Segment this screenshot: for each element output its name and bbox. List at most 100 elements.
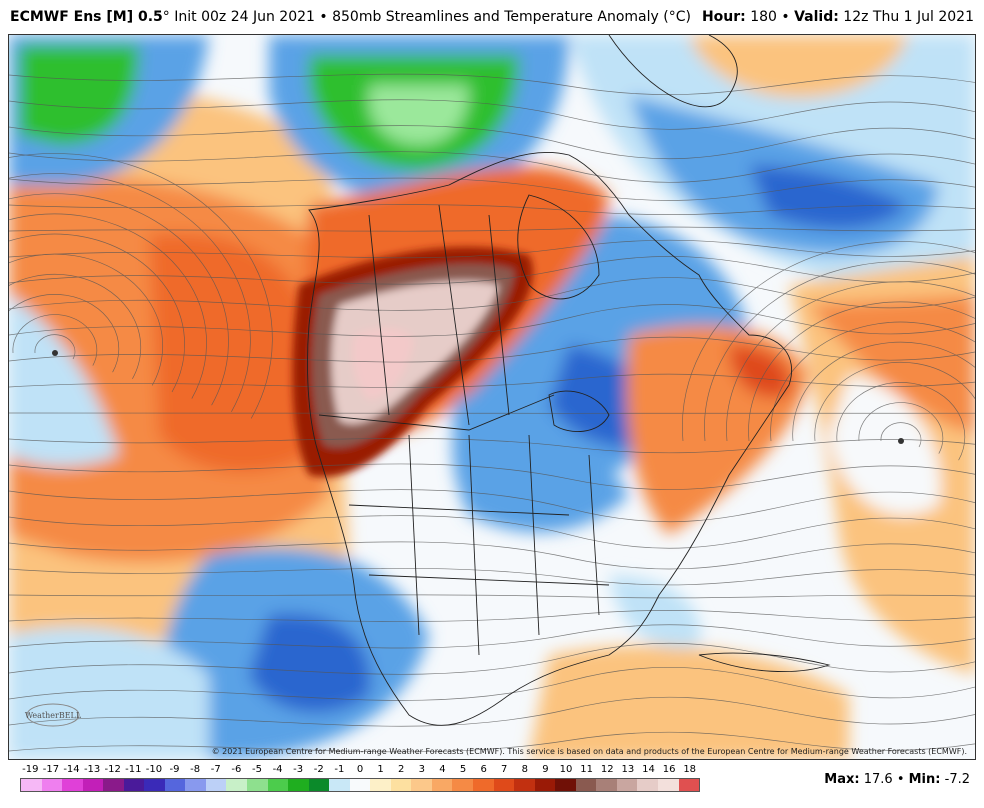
streamline (9, 256, 975, 285)
min-label: Min: (908, 772, 941, 787)
north-america-outline (307, 151, 793, 726)
legend-label: 1 (377, 764, 384, 775)
legend-label: 11 (580, 764, 594, 775)
bullet: • (319, 9, 328, 25)
streamline (792, 341, 975, 442)
streamline (9, 515, 975, 549)
streamline (9, 373, 975, 388)
legend-label: -19 (22, 764, 39, 775)
valid-label: Valid: (794, 9, 839, 25)
great-plains-cool (452, 395, 629, 533)
streamline (9, 336, 975, 363)
greenland-outline (608, 35, 738, 108)
valid-info: Hour: 180 • Valid: 12z Thu 1 Jul 2021 (702, 9, 974, 25)
us-state-line-5 (528, 434, 540, 636)
legend-swatch (226, 779, 248, 791)
streamline (9, 731, 975, 753)
streamline (9, 541, 975, 570)
legend-swatch (21, 779, 42, 791)
streamline (9, 226, 975, 232)
streamline (9, 642, 975, 675)
streamline (9, 463, 975, 490)
legend-swatch (616, 779, 638, 791)
streamline (9, 213, 207, 399)
legend-label: -5 (251, 764, 262, 775)
legend-swatch (452, 779, 474, 791)
legend-label: 10 (559, 764, 573, 775)
streamline (748, 301, 975, 442)
streamline (9, 489, 975, 523)
legend-label: 3 (418, 764, 425, 775)
legend-swatch (596, 779, 617, 791)
legend-label: -14 (63, 764, 80, 775)
legend-label: 5 (459, 764, 467, 775)
legend-label: 7 (501, 764, 508, 775)
color-legend: -19 -17 -14 -13 -12 -11 -10 -9 -8 -7 -6 -5 -4 -3 -2 -1 0… (20, 762, 704, 802)
streamline (9, 610, 975, 622)
legend-swatch (678, 779, 700, 791)
south-warm (529, 645, 849, 759)
streamline (836, 382, 966, 461)
temperature-anomaly-map (9, 35, 975, 759)
max-value: 17.6 (863, 772, 893, 787)
streamline (9, 294, 120, 373)
svg-text:WeatherBELL: WeatherBELL (25, 711, 82, 720)
legend-swatch (431, 779, 453, 791)
streamline (9, 99, 975, 130)
legend-label: 0 (356, 764, 364, 775)
legend-swatch (103, 779, 124, 791)
hour-value: 180 (750, 9, 777, 25)
legend-label: 2 (398, 764, 405, 775)
streamline (9, 177, 975, 201)
legend-swatch (82, 779, 104, 791)
legend-swatch (123, 779, 145, 791)
legend-label: -13 (83, 764, 101, 775)
streamline (9, 173, 251, 412)
streamline (9, 153, 273, 419)
streamline (12, 314, 98, 366)
us-state-line-1 (348, 504, 570, 516)
streamline-layer (9, 73, 975, 753)
legend-swatch (247, 779, 268, 791)
streamline (814, 361, 975, 442)
legend-label: -2 (313, 764, 324, 775)
valid-value: 12z Thu 1 Jul 2021 (843, 9, 974, 25)
streamline (9, 304, 975, 337)
legend-label: -7 (210, 764, 221, 775)
streamline (9, 253, 163, 386)
legend-label: 16 (662, 764, 676, 775)
us-state-line-3 (408, 434, 420, 636)
copyright-notice: © 2021 European Centre for Medium-range … (211, 747, 967, 756)
streamline (9, 193, 229, 406)
us-canada-border (318, 394, 555, 431)
product-name: 850mb Streamlines and Temperature Anomal… (332, 9, 691, 25)
legend-swatch (41, 779, 63, 791)
degree-symbol: ° (162, 9, 170, 25)
legend-label: -1 (334, 764, 345, 775)
pressure-centers (52, 350, 904, 444)
bering-green (19, 45, 139, 145)
coastline-layer (307, 35, 831, 726)
legend-label: -10 (145, 764, 163, 775)
max-label: Max: (824, 772, 860, 787)
legend-label: -3 (293, 764, 304, 775)
pacific-warm-hot (149, 233, 309, 473)
mexico-blue (249, 613, 371, 713)
legend-swatch (534, 779, 556, 791)
canada-province-line-3 (488, 214, 510, 416)
legend-label: 6 (480, 764, 487, 775)
stats-separator: • (896, 772, 905, 787)
streamline (9, 277, 975, 311)
legend-swatch (473, 779, 494, 791)
atlantic-neutral (829, 375, 941, 516)
hudson-bay-outline (517, 194, 600, 300)
legend-label: -9 (169, 764, 180, 775)
min-value: -7.2 (944, 772, 970, 787)
legend-swatch (390, 779, 412, 791)
legend-swatch (288, 779, 309, 791)
legend-swatch (267, 779, 289, 791)
streamline (34, 334, 76, 360)
legend-swatch (62, 779, 83, 791)
legend-swatch (370, 779, 391, 791)
legend-label: -6 (231, 764, 242, 775)
